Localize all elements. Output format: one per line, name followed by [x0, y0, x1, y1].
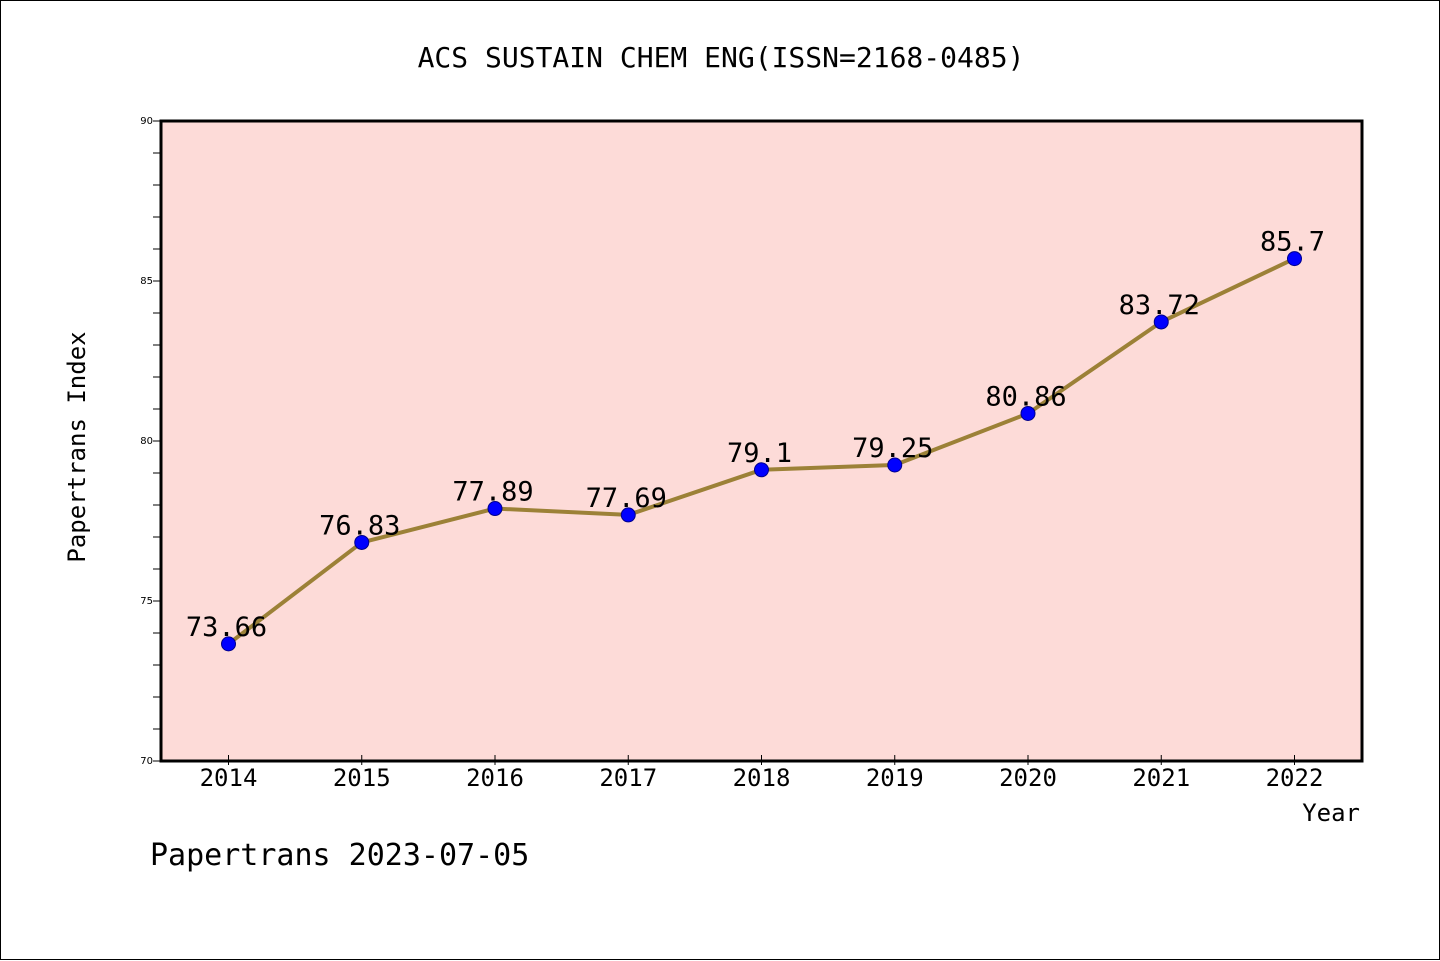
x-axis-label: Year	[1302, 799, 1360, 827]
y-tick-label: 75	[140, 596, 153, 607]
x-tick-label: 2016	[466, 764, 524, 792]
y-tick-label: 90	[140, 116, 153, 127]
x-tick-label: 2019	[866, 764, 924, 792]
x-tick-label: 2021	[1132, 764, 1190, 792]
data-label: 79.25	[852, 433, 933, 464]
x-tick-label: 2018	[733, 764, 791, 792]
x-tick-label: 2017	[599, 764, 657, 792]
x-tick-label: 2020	[999, 764, 1057, 792]
y-axis: 70 75 80 85 90	[140, 116, 161, 767]
data-label: 83.72	[1119, 290, 1200, 321]
chart-title: ACS SUSTAIN CHEM ENG(ISSN=2168-0485)	[418, 41, 1025, 74]
y-tick-label: 70	[140, 756, 153, 767]
y-tick-label: 80	[140, 436, 153, 447]
y-axis-label: Papertrans Index	[63, 331, 91, 562]
data-point	[1020, 405, 1036, 421]
data-label: 80.86	[985, 381, 1066, 412]
data-point	[887, 457, 903, 473]
data-label: 85.7	[1260, 227, 1325, 258]
data-point	[620, 507, 636, 523]
data-point	[1287, 251, 1302, 267]
x-tick-label: 2014	[200, 764, 258, 792]
x-tick-label: 2015	[333, 764, 391, 792]
x-tick-label: 2022	[1266, 764, 1324, 792]
data-point	[221, 636, 236, 652]
data-labels: 73.66 76.83 77.89 77.69 79.1 79.25 80.86 83.72 8…	[186, 227, 1325, 643]
data-point	[754, 462, 769, 478]
data-points	[221, 251, 1302, 652]
data-label: 76.83	[319, 510, 400, 541]
data-label: 77.89	[452, 477, 533, 508]
data-label: 77.69	[586, 483, 667, 514]
data-label: 73.66	[186, 612, 267, 643]
plot-area	[159, 119, 1364, 763]
data-point	[1153, 314, 1169, 330]
footer-text: Papertrans 2023-07-05	[150, 838, 529, 873]
data-point	[487, 501, 503, 517]
data-point	[354, 534, 370, 550]
y-tick-label: 85	[140, 276, 153, 287]
data-label: 79.1	[727, 438, 792, 469]
x-axis: 2014 2015 2016 2017 2018 2019 2020 2021 2022	[200, 755, 1324, 792]
